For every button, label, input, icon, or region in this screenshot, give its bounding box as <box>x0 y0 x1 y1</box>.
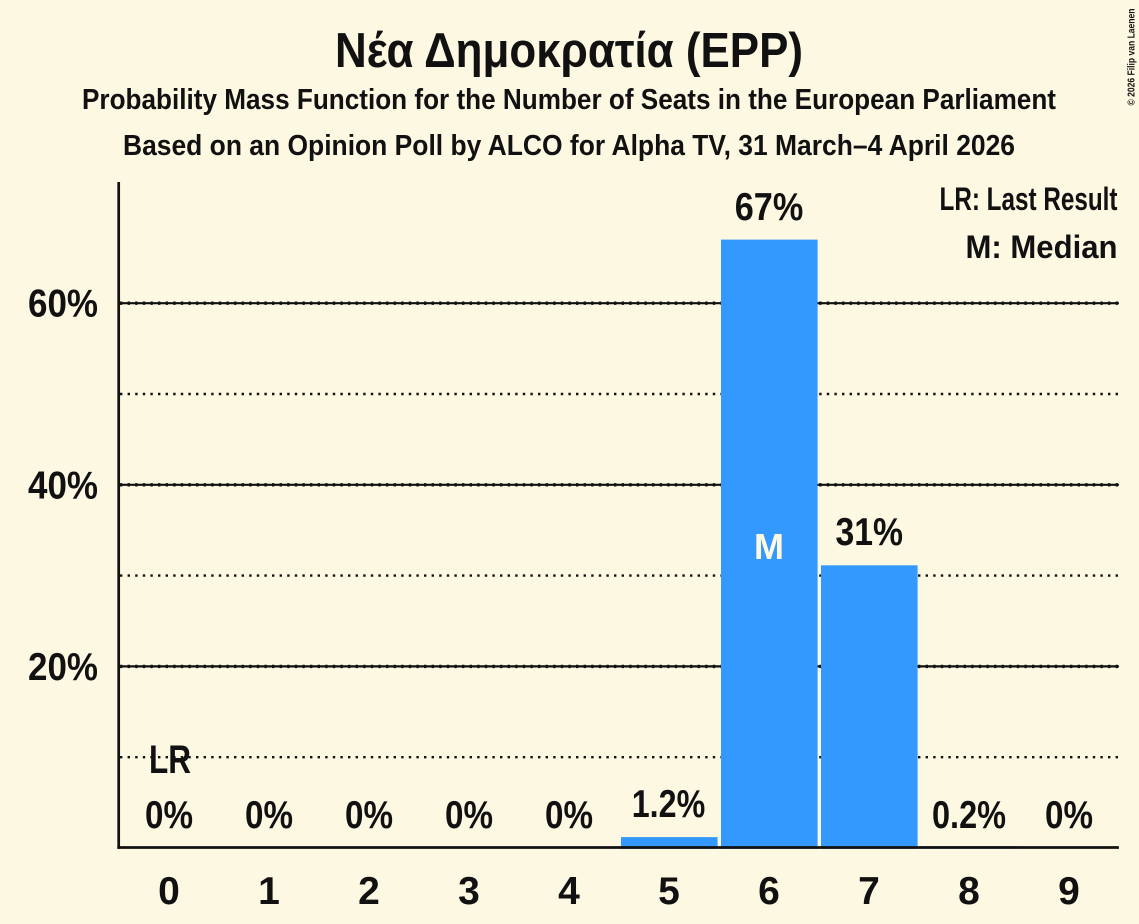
svg-text:67%: 67% <box>735 186 804 229</box>
svg-text:3: 3 <box>458 870 480 913</box>
svg-text:0%: 0% <box>345 794 393 837</box>
svg-text:0%: 0% <box>445 794 493 837</box>
svg-text:M: M <box>754 526 784 567</box>
svg-text:6: 6 <box>758 870 780 913</box>
svg-text:8: 8 <box>958 870 980 913</box>
svg-text:0.2%: 0.2% <box>932 794 1006 837</box>
svg-text:Probability Mass Function for: Probability Mass Function for the Number… <box>82 84 1056 116</box>
svg-text:Νέα Δημοκρατία (EPP): Νέα Δημοκρατία (EPP) <box>335 24 803 78</box>
svg-text:9: 9 <box>1058 870 1080 913</box>
svg-text:0%: 0% <box>145 794 193 837</box>
svg-text:0%: 0% <box>1045 794 1093 837</box>
svg-text:LR: LR <box>149 738 191 782</box>
svg-text:0%: 0% <box>245 794 293 837</box>
svg-text:4: 4 <box>558 870 580 913</box>
svg-text:© 2026 Filip van Laenen: © 2026 Filip van Laenen <box>1126 9 1138 106</box>
svg-text:2: 2 <box>358 870 380 913</box>
svg-text:20%: 20% <box>28 646 98 689</box>
svg-text:5: 5 <box>658 870 680 913</box>
svg-text:60%: 60% <box>28 283 98 326</box>
svg-text:31%: 31% <box>836 511 904 554</box>
svg-text:1.2%: 1.2% <box>632 783 706 826</box>
svg-text:0%: 0% <box>545 794 593 837</box>
svg-text:Based on an Opinion Poll by AL: Based on an Opinion Poll by ALCO for Alp… <box>123 130 1015 162</box>
svg-text:7: 7 <box>858 870 880 913</box>
svg-text:1: 1 <box>258 870 280 913</box>
svg-text:M: Median: M: Median <box>966 229 1118 265</box>
svg-text:LR: Last Result: LR: Last Result <box>940 181 1118 217</box>
svg-text:0: 0 <box>158 870 180 913</box>
svg-text:40%: 40% <box>28 464 98 507</box>
